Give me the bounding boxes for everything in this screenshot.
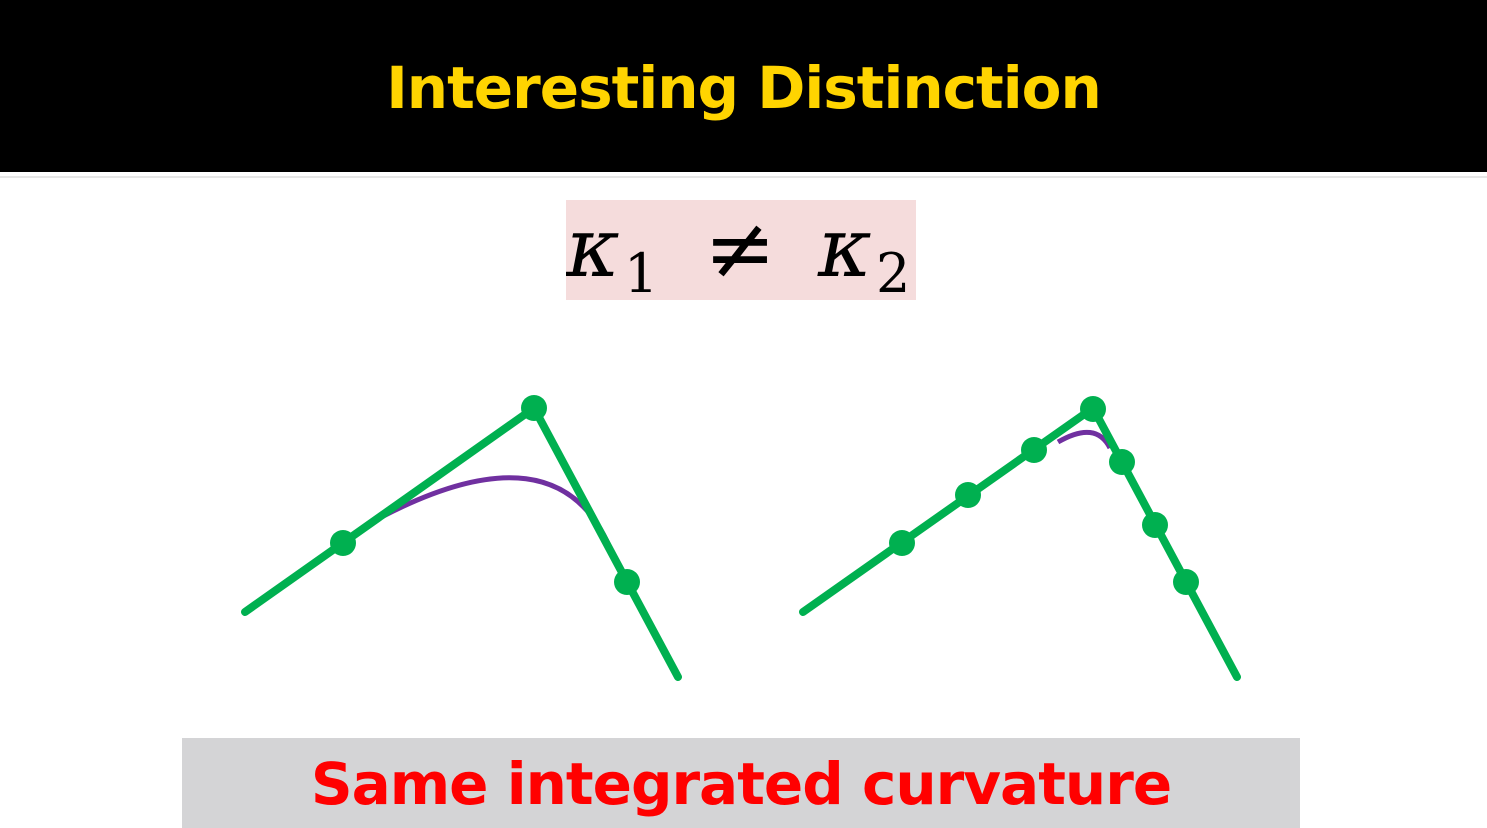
vertex-dot xyxy=(1142,512,1168,538)
polyline-right xyxy=(799,404,1241,681)
caption-text: Same integrated curvature xyxy=(310,750,1172,818)
vertex-dot xyxy=(1021,437,1047,463)
fine-polyline-diagram xyxy=(799,396,1241,681)
kappa-2-subscript: 2 xyxy=(876,242,910,300)
caption-box: Same integrated curvature xyxy=(182,738,1300,828)
slide-title: Interesting Distinction xyxy=(386,54,1102,122)
vertex-dot xyxy=(889,530,915,556)
kappa-1-subscript: 1 xyxy=(624,242,658,300)
curvature-inequality-formula: κ 1 ≠ κ 2 xyxy=(566,200,910,300)
coarse-polyline-diagram xyxy=(241,395,682,681)
title-divider xyxy=(0,176,1487,178)
vertex-dot xyxy=(1080,396,1106,422)
title-bar: Interesting Distinction xyxy=(0,0,1487,172)
kappa-1-symbol: κ xyxy=(566,201,620,296)
vertex-dot xyxy=(1109,449,1135,475)
not-equal-operator: ≠ xyxy=(704,200,776,299)
vertex-dot xyxy=(614,569,640,595)
vertex-dot xyxy=(330,530,356,556)
vertex-dot xyxy=(1173,569,1199,595)
kappa-2-symbol: κ xyxy=(817,201,872,296)
formula-box: κ 1 ≠ κ 2 xyxy=(566,200,916,300)
smooth-curve-right xyxy=(1056,429,1113,450)
vertex-dot xyxy=(955,482,981,508)
polyline-left xyxy=(241,404,682,681)
vertex-dot xyxy=(521,395,547,421)
